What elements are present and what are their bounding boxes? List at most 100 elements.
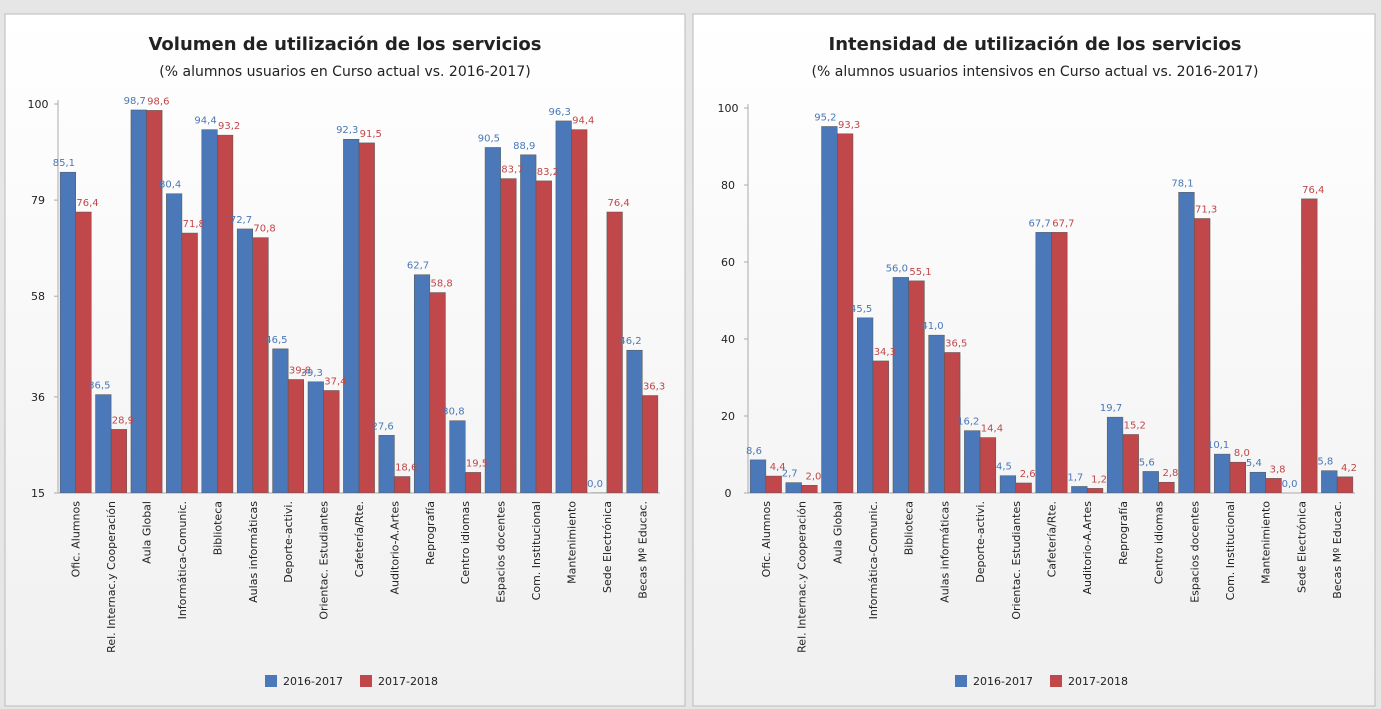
value-label: 98,7 xyxy=(124,96,146,107)
bar xyxy=(571,129,588,493)
value-label: 70,8 xyxy=(253,224,275,235)
bar xyxy=(1336,476,1354,493)
y-tick-label: 100 xyxy=(718,102,739,115)
x-tick-label: Cafetería/Rte. xyxy=(1046,501,1059,577)
y-tick-label: 0 xyxy=(725,487,732,500)
value-label: 0,0 xyxy=(1282,479,1298,490)
bar xyxy=(449,420,466,493)
bar xyxy=(252,237,269,493)
bar xyxy=(765,475,782,493)
x-tick-label: Auditorio-A.Artes xyxy=(388,501,401,595)
value-label: 58,8 xyxy=(430,279,452,290)
bar xyxy=(1249,471,1266,493)
bar xyxy=(944,352,961,493)
value-label: 83,7 xyxy=(501,165,523,176)
value-label: 93,3 xyxy=(838,120,860,131)
x-tick-label: Informática-Comunic. xyxy=(867,501,880,619)
bar xyxy=(520,154,537,493)
x-tick-label: Ofic. Alumnos xyxy=(760,501,773,578)
x-tick-label: Becas Mº Educac. xyxy=(1331,501,1344,599)
bar xyxy=(146,110,163,493)
bar xyxy=(358,142,375,493)
bar xyxy=(892,277,909,493)
bar xyxy=(642,395,659,493)
value-label: 71,8 xyxy=(183,219,205,230)
bar xyxy=(626,349,643,493)
value-label: 2,6 xyxy=(1020,469,1036,480)
value-label: 34,3 xyxy=(874,347,896,358)
value-label: 5,4 xyxy=(1246,458,1262,469)
bar xyxy=(429,292,446,493)
value-label: 94,4 xyxy=(572,116,594,127)
bar xyxy=(75,211,92,493)
legend-swatch xyxy=(265,675,277,687)
y-tick-label: 100 xyxy=(28,98,49,111)
value-label: 80,4 xyxy=(159,180,181,191)
bar xyxy=(1071,486,1088,493)
bar xyxy=(1214,453,1231,493)
y-tick-label: 60 xyxy=(721,256,735,269)
value-label: 88,9 xyxy=(513,141,535,152)
value-label: 96,3 xyxy=(549,107,571,118)
x-tick-label: Com. Institucional xyxy=(530,501,543,600)
value-label: 71,3 xyxy=(1195,204,1217,215)
value-label: 5,8 xyxy=(1317,457,1333,468)
bar xyxy=(413,274,431,493)
x-tick-label: Becas Mº Educac. xyxy=(636,501,649,599)
x-tick-label: Espacios docentes xyxy=(495,501,508,603)
legend-label: 2016-2017 xyxy=(283,675,343,688)
legend-label: 2017-2018 xyxy=(1068,675,1128,688)
y-tick-label: 80 xyxy=(721,179,735,192)
value-label: 4,4 xyxy=(770,462,786,473)
value-label: 39,3 xyxy=(301,368,323,379)
bar xyxy=(999,475,1017,493)
value-label: 94,4 xyxy=(194,116,216,127)
bar xyxy=(236,228,254,493)
value-label: 41,0 xyxy=(921,321,943,332)
value-label: 56,0 xyxy=(886,263,908,274)
x-tick-label: Centro idiomas xyxy=(1153,501,1166,585)
value-label: 46,5 xyxy=(265,335,287,346)
value-label: 36,5 xyxy=(945,338,967,349)
bar xyxy=(166,193,183,493)
value-label: 90,5 xyxy=(478,133,500,144)
bar xyxy=(272,348,289,493)
bar xyxy=(130,109,147,493)
bar xyxy=(1158,481,1175,493)
bar xyxy=(837,133,854,493)
x-tick-label: Orientac. Estudiantes xyxy=(1010,501,1023,620)
chart-title: Volumen de utilización de los servicios xyxy=(148,34,541,55)
x-tick-label: Auditorio-A.Artes xyxy=(1081,501,1094,595)
value-label: 37,4 xyxy=(324,376,346,387)
x-tick-label: Sede Electrónica xyxy=(601,501,614,593)
y-tick-label: 15 xyxy=(31,487,45,500)
x-tick-label: Rel. Internac.y Cooperación xyxy=(796,501,809,653)
bar xyxy=(1178,192,1195,493)
x-tick-label: Rel. Internac.y Cooperación xyxy=(105,501,118,653)
value-label: 95,2 xyxy=(814,112,836,123)
bar xyxy=(1035,232,1052,493)
bar xyxy=(535,180,552,493)
x-tick-label: Ofic. Alumnos xyxy=(70,501,83,578)
value-label: 8,0 xyxy=(1234,448,1250,459)
value-label: 76,4 xyxy=(608,198,630,209)
bar xyxy=(1301,198,1318,493)
value-label: 76,4 xyxy=(76,198,98,209)
value-label: 14,4 xyxy=(981,424,1003,435)
bar xyxy=(606,211,623,493)
x-tick-label: Deporte-activi. xyxy=(974,501,987,583)
bar xyxy=(1194,218,1211,493)
bar xyxy=(1122,434,1139,493)
value-label: 4,5 xyxy=(996,462,1012,473)
bar xyxy=(785,482,802,493)
bars xyxy=(59,109,659,493)
bar xyxy=(908,280,925,493)
bar xyxy=(1142,471,1159,493)
bar xyxy=(821,126,838,493)
value-label: 83,2 xyxy=(537,167,559,178)
x-tick-label: Mantenimiento xyxy=(1260,501,1273,584)
bar xyxy=(217,134,234,493)
value-label: 36,5 xyxy=(88,381,110,392)
value-label: 67,7 xyxy=(1029,218,1051,229)
